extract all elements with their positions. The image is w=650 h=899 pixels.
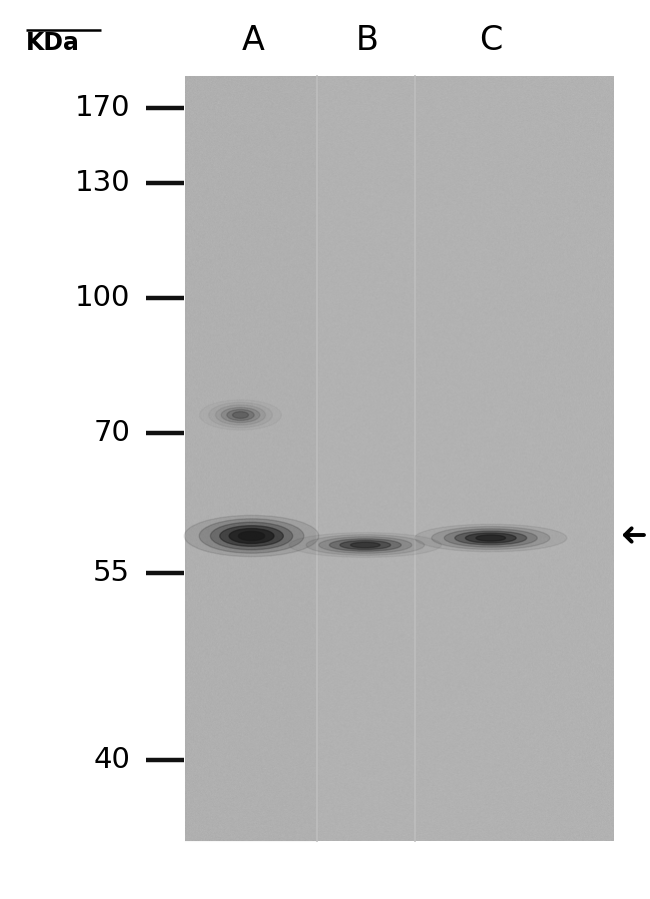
Ellipse shape: [415, 524, 567, 552]
Ellipse shape: [455, 531, 526, 545]
Text: 130: 130: [74, 169, 130, 197]
Ellipse shape: [445, 529, 537, 547]
Ellipse shape: [306, 535, 424, 556]
Ellipse shape: [216, 405, 265, 425]
Text: KDa: KDa: [26, 31, 80, 56]
Ellipse shape: [185, 515, 319, 556]
Ellipse shape: [229, 529, 274, 544]
Text: C: C: [479, 24, 502, 57]
Text: 170: 170: [75, 94, 130, 122]
Ellipse shape: [330, 539, 401, 551]
Ellipse shape: [233, 412, 248, 418]
Text: 70: 70: [93, 419, 130, 447]
Ellipse shape: [476, 535, 506, 541]
Ellipse shape: [432, 527, 550, 549]
Text: A: A: [242, 24, 265, 57]
Ellipse shape: [221, 407, 260, 423]
Ellipse shape: [200, 519, 304, 553]
Ellipse shape: [465, 533, 516, 543]
Ellipse shape: [211, 522, 292, 550]
Ellipse shape: [318, 537, 412, 553]
Ellipse shape: [227, 410, 254, 421]
Ellipse shape: [220, 526, 283, 547]
Ellipse shape: [239, 531, 265, 540]
Ellipse shape: [289, 532, 441, 557]
Text: B: B: [356, 24, 379, 57]
Text: 40: 40: [93, 746, 130, 774]
Bar: [185, 76, 317, 841]
Text: 100: 100: [75, 284, 130, 312]
Ellipse shape: [340, 540, 391, 549]
Ellipse shape: [350, 542, 380, 547]
Text: 55: 55: [93, 559, 130, 587]
